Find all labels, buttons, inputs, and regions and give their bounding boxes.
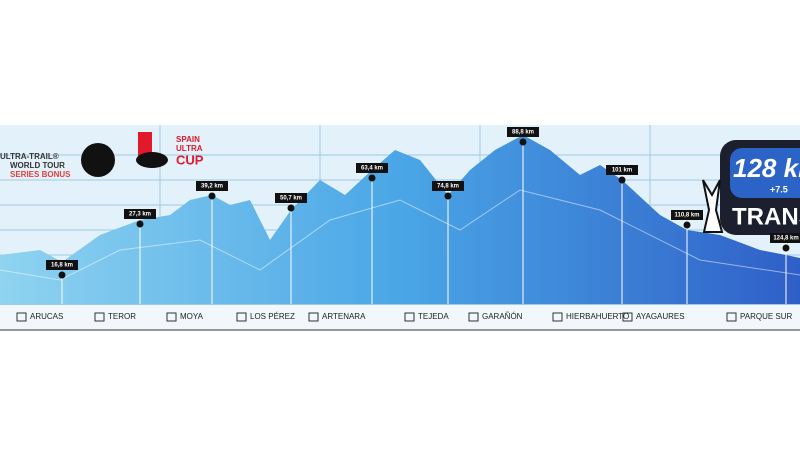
checkpoint-icon (16, 312, 27, 322)
km-label: 16,8 km (51, 263, 73, 269)
checkpoint-dot (136, 220, 144, 228)
km-label-box (196, 181, 228, 191)
checkpoint-name: ARUCAS (30, 312, 63, 321)
strip-top (0, 304, 800, 305)
checkpoint-icon (236, 312, 247, 322)
checkpoint-name: TEROR (108, 312, 136, 321)
uttw-logo: ULTRA-TRAIL® WORLD TOUR SERIES BONUS (0, 152, 71, 179)
checkpoint-icon (468, 312, 479, 322)
checkpoint-icon (166, 312, 177, 322)
km-label-box (507, 127, 539, 137)
km-label: 63,4 km (361, 166, 383, 172)
checkpoint-icon (726, 312, 737, 322)
km-label-box (356, 163, 388, 173)
km-label-box (606, 165, 638, 175)
cup-logo-bull (136, 152, 168, 168)
checkpoint-name: AYAGAURES (636, 312, 685, 321)
checkpoint-name: GARAÑÓN (482, 312, 523, 321)
checkpoint-icon (404, 312, 415, 322)
checkpoint-dot (368, 174, 376, 182)
logo-text: SERIES BONUS (10, 170, 71, 179)
km-label-box (275, 193, 307, 203)
race-badge: 128 km +7.5 TRANS G (702, 140, 800, 235)
checkpoint-name: MOYA (180, 312, 204, 321)
km-label: 101 km (612, 168, 632, 174)
checkpoint-icon (94, 312, 105, 322)
km-label-box (671, 210, 703, 220)
checkpoint-dot (58, 271, 66, 279)
badge-name: TRANS G (732, 203, 800, 230)
checkpoint-icon (308, 312, 319, 322)
km-label-box (770, 233, 800, 243)
checkpoint-icon (622, 312, 633, 322)
km-label-box (432, 181, 464, 191)
checkpoint-name: HIERBAHUERTO (566, 312, 629, 321)
km-label-box (46, 260, 78, 270)
badge-elevation: +7.5 (770, 184, 788, 194)
checkpoint-dot (208, 192, 216, 200)
km-label: 124,8 km (773, 236, 798, 242)
km-label-box (124, 209, 156, 219)
km-label: 39,2 km (201, 184, 223, 190)
km-label: 27,3 km (129, 212, 151, 218)
ridge-lines (0, 189, 800, 281)
checkpoint-strip (0, 304, 800, 330)
logo-text: ULTRA (176, 144, 203, 153)
checkpoint-name: LOS PÉREZ (250, 312, 295, 321)
checkpoint-dot (782, 244, 790, 252)
spain-cup-logo: SPAIN ULTRA CUP (176, 135, 204, 167)
logo-text: WORLD TOUR (10, 161, 65, 170)
checkpoint-dot (444, 192, 452, 200)
checkpoint-name: TEJEDA (418, 312, 449, 321)
checkpoint-icon (552, 312, 563, 322)
km-label: 50,7 km (280, 196, 302, 202)
logo-text: SPAIN (176, 135, 200, 144)
badge-distance: 128 km (733, 153, 800, 183)
badge-top (730, 148, 800, 198)
checkpoint-dot (519, 138, 527, 146)
checkpoint-dot (618, 176, 626, 184)
checkpoint-dot (287, 204, 295, 212)
runner-icon (702, 179, 724, 233)
km-label: 88,8 km (512, 130, 534, 136)
km-label: 110,8 km (674, 213, 699, 219)
elevation-profile (0, 135, 800, 304)
checkpoint-dot (683, 221, 691, 229)
checkpoint-name: ARTENARA (322, 312, 366, 321)
round-logo (81, 143, 115, 177)
checkpoint-name: PARQUE SUR (740, 312, 793, 321)
logo-text: CUP (176, 152, 204, 167)
km-label: 74,8 km (437, 184, 459, 190)
logo-text: ULTRA-TRAIL® (0, 152, 59, 161)
